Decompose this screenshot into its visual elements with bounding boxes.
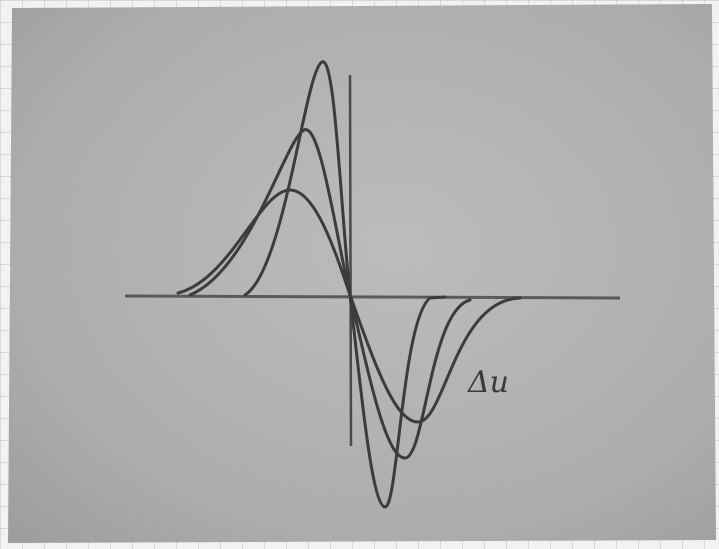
photo: Δu (0, 0, 719, 549)
page: Δu (() => { const data = JSON.parse(docu… (0, 0, 719, 549)
vertical-axis (350, 75, 351, 446)
sheet (8, 4, 716, 543)
handwritten-label: Δu (467, 365, 509, 400)
horizontal-axis (125, 296, 620, 298)
